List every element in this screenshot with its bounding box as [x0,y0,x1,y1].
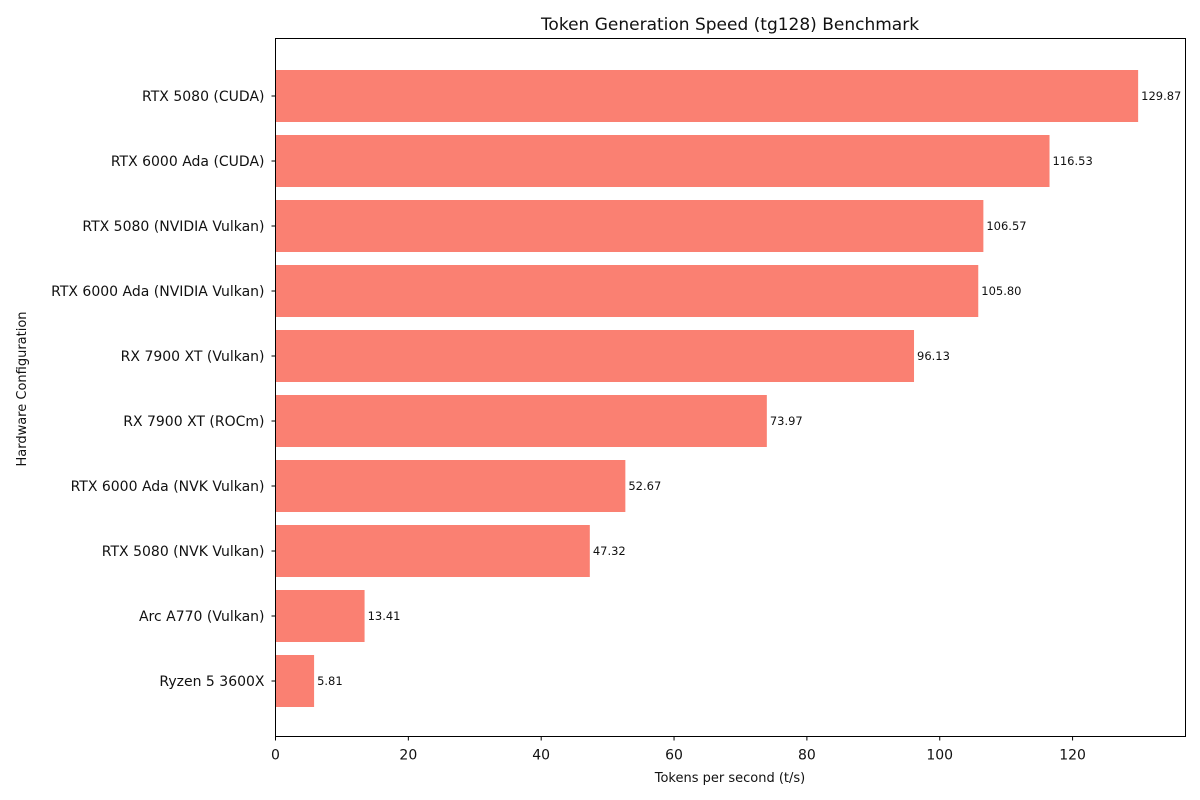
bar-value-label: 73.97 [770,414,803,428]
bar [275,655,315,707]
x-tick-label: 80 [798,748,816,764]
bar-value-label: 5.81 [317,674,343,688]
bar [275,590,365,642]
bar-value-label: 105.80 [981,284,1021,298]
y-axis: RTX 5080 (CUDA) RTX 6000 Ada (CUDA) RTX 50… [51,89,276,690]
x-tick-label: 100 [926,748,953,764]
y-tick-label: Ryzen 5 3600X [159,674,265,690]
y-axis-label: Hardware Configuration [15,311,30,466]
bar [275,525,590,577]
y-tick-label: RTX 6000 Ada (NVK Vulkan) [71,479,265,495]
bar [275,330,915,382]
y-tick-label: RTX 6000 Ada (NVIDIA Vulkan) [51,284,264,300]
plot-frame [275,38,1186,737]
bars-layer [275,70,1139,707]
y-tick-label: RX 7900 XT (Vulkan) [121,349,265,365]
y-tick-label: RTX 6000 Ada (CUDA) [111,154,265,170]
x-tick-label: 120 [1059,748,1086,764]
bar-value-label: 96.13 [917,349,950,363]
bar-value-label: 129.87 [1141,89,1181,103]
y-tick-label: RTX 5080 (NVK Vulkan) [102,544,265,560]
bar-value-label: 116.53 [1053,154,1093,168]
bar-value-label: 47.32 [593,544,626,558]
y-tick-label: RX 7900 XT (ROCm) [123,414,264,430]
bar-value-label: 106.57 [986,219,1026,233]
x-tick-label: 0 [271,748,280,764]
x-axis: 0 20 40 60 80 100 120 [271,736,1086,764]
x-tick-label: 60 [665,748,683,764]
y-tick-label: RTX 5080 (CUDA) [142,89,264,105]
bar [275,135,1050,187]
x-tick-label: 40 [532,748,550,764]
bar [275,460,626,512]
bar [275,395,767,447]
bar [275,265,979,317]
bar-value-label: 52.67 [628,479,661,493]
y-tick-label: Arc A770 (Vulkan) [139,609,265,625]
y-tick-label: RTX 5080 (NVIDIA Vulkan) [82,219,264,235]
bar [275,200,984,252]
bar-value-label: 13.41 [368,609,401,623]
data-labels: 129.87 116.53 106.57 105.80 96.13 73.97 52.67 4… [317,89,1181,688]
x-tick-label: 20 [399,748,417,764]
chart-title: Token Generation Speed (tg128) Benchmark [540,15,919,35]
bar [275,70,1139,122]
x-axis-label: Tokens per second (t/s) [654,771,806,786]
